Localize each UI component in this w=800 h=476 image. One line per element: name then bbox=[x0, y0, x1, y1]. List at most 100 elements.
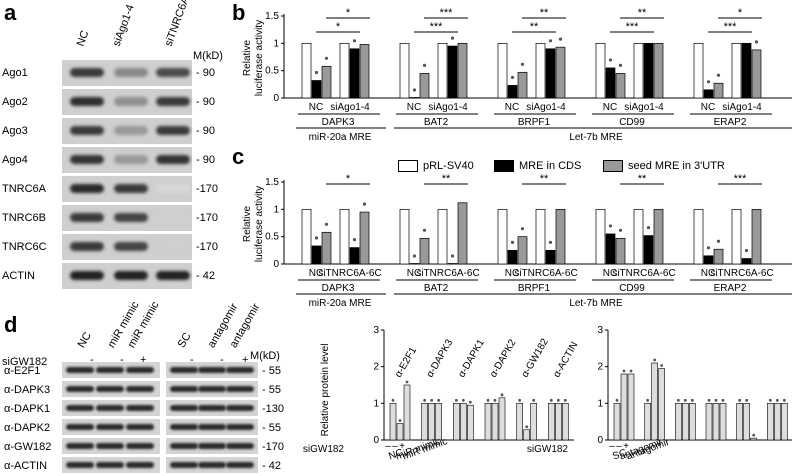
legend-item-prl: pRL-SV40 bbox=[398, 160, 474, 172]
bar bbox=[595, 208, 606, 265]
si-sign: - bbox=[120, 354, 124, 366]
si-label: siGW182 bbox=[303, 444, 345, 455]
data-point bbox=[352, 39, 357, 43]
y-tick-label: 3 bbox=[597, 325, 603, 336]
bar bbox=[548, 403, 555, 441]
si-sign: + bbox=[242, 354, 249, 366]
blot-band bbox=[66, 462, 94, 468]
blot-band bbox=[156, 155, 190, 164]
blot-row-label: α-DAPK3 bbox=[4, 384, 51, 396]
x-tick-label-right: siAgo1-4 bbox=[624, 102, 664, 113]
bar bbox=[751, 208, 762, 265]
bar bbox=[517, 236, 528, 265]
data-point bbox=[714, 398, 718, 402]
bar bbox=[435, 403, 442, 441]
data-point bbox=[716, 73, 721, 77]
panel-d-unit: M(kD) bbox=[250, 350, 280, 362]
group-label: BAT2 bbox=[424, 117, 449, 128]
bar bbox=[693, 42, 704, 99]
bar bbox=[620, 373, 628, 441]
sig-mark: ** bbox=[530, 21, 539, 33]
blot-marker: - 90 bbox=[196, 125, 215, 137]
bar bbox=[453, 403, 460, 441]
data-point bbox=[706, 246, 711, 250]
blot-strip bbox=[62, 89, 192, 115]
blot-row-label: α-DAPK2 bbox=[4, 422, 51, 434]
sig-mark: ** bbox=[540, 173, 549, 185]
data-point bbox=[423, 398, 427, 402]
x-sign: – bbox=[616, 441, 622, 452]
data-point bbox=[486, 398, 490, 402]
blot-band bbox=[114, 242, 148, 251]
data-point bbox=[744, 248, 749, 253]
blot-band bbox=[156, 271, 190, 280]
bar bbox=[421, 403, 428, 441]
si-label: siGW182 bbox=[527, 444, 569, 455]
data-point bbox=[510, 240, 515, 244]
bar bbox=[349, 247, 360, 265]
blot-row-label: α-E2F1 bbox=[4, 365, 41, 377]
y-tick-label: 0.5 bbox=[265, 232, 279, 243]
bar bbox=[767, 403, 774, 441]
bar bbox=[653, 42, 664, 99]
data-point bbox=[450, 36, 455, 40]
x-sign: – bbox=[392, 441, 398, 452]
blot-strip bbox=[62, 234, 192, 260]
blot-row-label: TNRC6A bbox=[2, 183, 47, 195]
data-point bbox=[430, 398, 434, 402]
data-point bbox=[532, 398, 536, 402]
data-point bbox=[629, 369, 633, 373]
blot-band bbox=[114, 126, 148, 135]
legend-item-seed: seed MRE in 3'UTR bbox=[603, 160, 725, 172]
data-point bbox=[324, 56, 329, 60]
bar bbox=[555, 208, 566, 265]
bar bbox=[781, 403, 788, 441]
y-tick-label: 1 bbox=[273, 38, 279, 49]
data-point bbox=[660, 364, 664, 367]
x-tick-label-right: siTNRC6A-6C bbox=[710, 268, 773, 279]
bar bbox=[719, 403, 727, 441]
y-axis-label-line2: luciferase activity bbox=[254, 20, 265, 96]
bar bbox=[389, 403, 397, 441]
blot-band bbox=[70, 213, 104, 222]
legend-text-cds: MRE in CDS bbox=[519, 160, 582, 172]
sig-mark: ** bbox=[638, 173, 647, 185]
bar bbox=[491, 403, 499, 441]
y-axis-label-line1: Relative bbox=[242, 206, 253, 243]
data-point bbox=[500, 393, 504, 397]
blot-band bbox=[96, 443, 124, 449]
blot-marker: -170 bbox=[196, 183, 219, 195]
blot-marker: - 42 bbox=[196, 270, 215, 282]
blot-band bbox=[70, 271, 104, 280]
data-point bbox=[468, 400, 472, 404]
sig-mark: *** bbox=[440, 7, 454, 19]
blot-band bbox=[226, 386, 254, 392]
panel-b-chart: Relative luciferase activity 0 0.5 1 1.5 NC siA… bbox=[242, 7, 792, 143]
bar bbox=[507, 249, 518, 265]
panel-c-chart: Relative luciferase activity00.511.5NCsiT… bbox=[242, 173, 792, 309]
blot-band bbox=[114, 271, 148, 280]
blot-band bbox=[70, 242, 104, 251]
data-point bbox=[618, 63, 623, 67]
x-tick-label-left: NC bbox=[505, 102, 519, 113]
data-point bbox=[721, 398, 725, 402]
blot-strip bbox=[62, 457, 160, 473]
x-sign: – bbox=[609, 441, 615, 452]
blot-band bbox=[226, 443, 254, 449]
blot-strip bbox=[62, 118, 192, 144]
blot-band bbox=[126, 424, 154, 430]
column-label: α-DAPK3 bbox=[425, 337, 456, 379]
panel-b-label: b bbox=[232, 0, 246, 25]
bar bbox=[321, 231, 332, 265]
x-tick-label: NC bbox=[387, 447, 404, 462]
blot-band bbox=[198, 462, 226, 468]
data-point bbox=[646, 398, 650, 402]
data-point bbox=[405, 380, 409, 384]
blot-band bbox=[70, 155, 104, 164]
bar bbox=[349, 48, 360, 99]
bar bbox=[741, 258, 752, 265]
bar bbox=[301, 42, 312, 99]
x-tick-label-right: siAgo1-4 bbox=[428, 102, 468, 113]
bar bbox=[689, 403, 696, 441]
data-point bbox=[520, 227, 525, 231]
